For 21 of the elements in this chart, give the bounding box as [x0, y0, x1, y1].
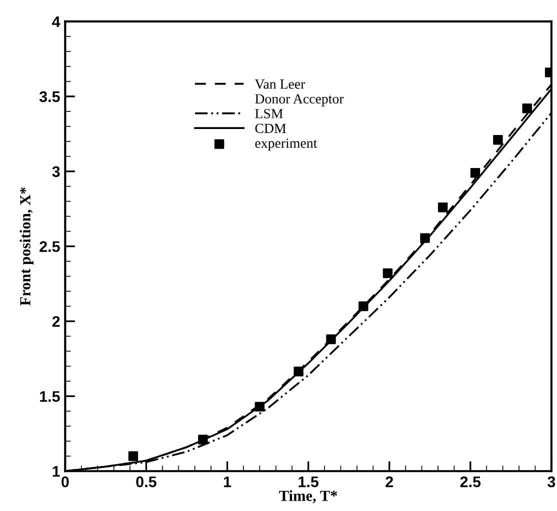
y-axis-title: Front position, X*	[20, 187, 34, 306]
y-tick-label: 3	[52, 166, 60, 178]
x-tick-label: 2	[386, 476, 393, 488]
y-tick-label: 2.5	[40, 241, 60, 252]
x-tick-label: 0	[62, 476, 69, 488]
legend-label: LSM	[255, 108, 283, 118]
y-tick-label: 3.5	[39, 91, 60, 102]
x-tick-label: 3	[548, 476, 556, 488]
legend-label: experiment	[255, 138, 318, 151]
y-tick-label: 1	[52, 466, 60, 477]
x-tick-label: 2.5	[460, 476, 481, 488]
y-tick-label: 2	[52, 316, 60, 327]
y-tick-label: 4	[52, 16, 60, 27]
x-axis-title: Time, T*	[279, 490, 338, 504]
legend-label: CDM	[255, 124, 286, 134]
x-tick-label: 1.5	[298, 476, 318, 488]
x-tick-label: 1	[224, 476, 232, 488]
text: Donor Acceptor	[255, 94, 344, 106]
x-tick-label: 0.5	[136, 476, 156, 488]
y-tick-label: 1.5	[40, 391, 60, 402]
legend-label: Van Leer	[254, 80, 306, 89]
